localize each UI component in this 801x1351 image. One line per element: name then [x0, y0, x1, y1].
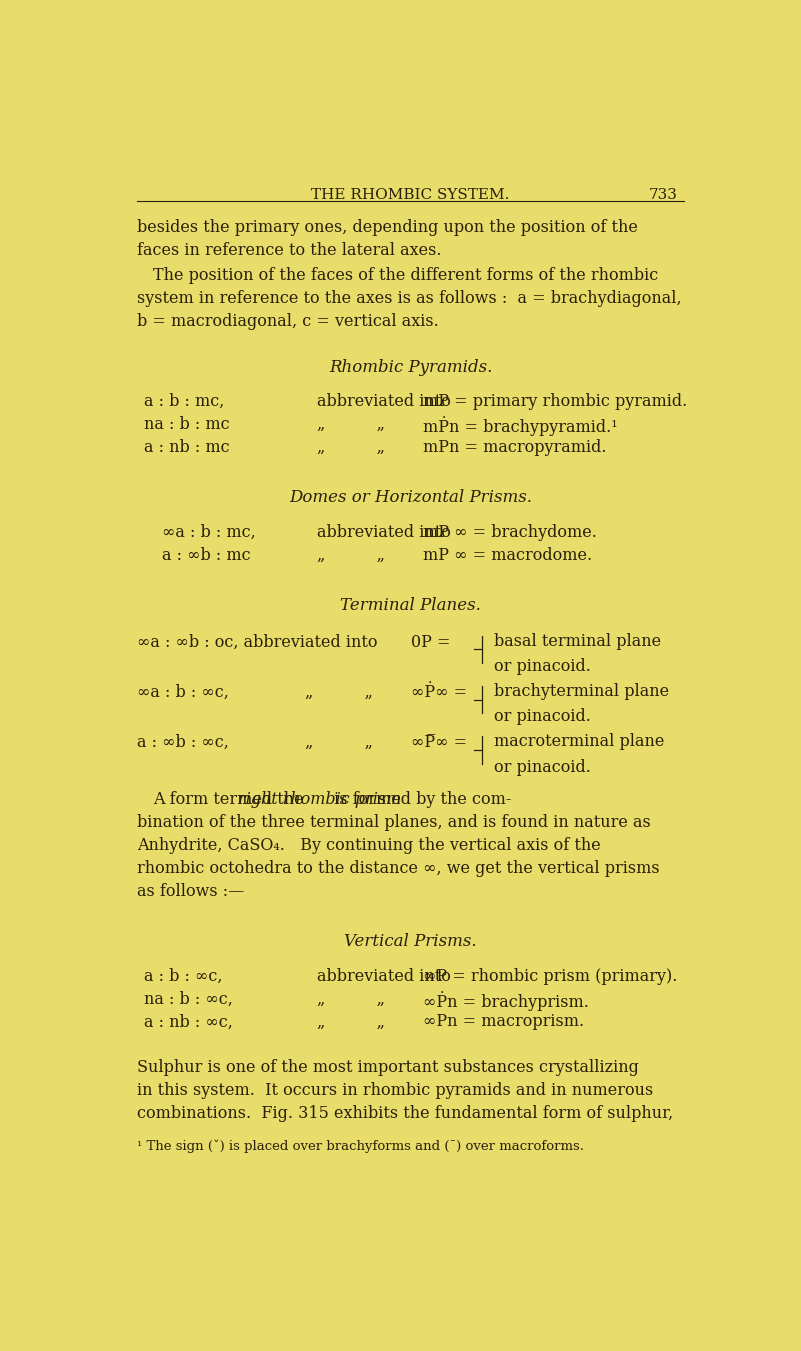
Text: rhombic octohedra to the distance ∞, we get the vertical prisms: rhombic octohedra to the distance ∞, we … [138, 861, 660, 877]
Text: Anhydrite, CaSO₄.   By continuing the vertical axis of the: Anhydrite, CaSO₄. By continuing the vert… [138, 838, 601, 854]
Text: „          „: „ „ [305, 684, 373, 701]
Text: a : b : mc,: a : b : mc, [143, 393, 224, 411]
Text: A form termed the: A form termed the [153, 792, 308, 808]
Text: a : ∞b : mc: a : ∞b : mc [162, 547, 251, 563]
Text: ∞P̅∞ =: ∞P̅∞ = [410, 735, 467, 751]
Text: or pinacoid.: or pinacoid. [494, 708, 591, 725]
Text: „          „: „ „ [317, 547, 385, 563]
Text: 0P =: 0P = [410, 634, 450, 651]
Text: or pinacoid.: or pinacoid. [494, 658, 591, 676]
Text: mṖn = brachypyramid.¹: mṖn = brachypyramid.¹ [423, 416, 618, 436]
Text: Vertical Prisms.: Vertical Prisms. [344, 934, 477, 950]
Text: a : b : ∞c,: a : b : ∞c, [143, 967, 222, 985]
Text: a : ∞b : ∞c,: a : ∞b : ∞c, [138, 735, 229, 751]
Text: right rhombic prism: right rhombic prism [238, 792, 401, 808]
Text: besides the primary ones, depending upon the position of the: besides the primary ones, depending upon… [138, 219, 638, 236]
Text: is formed by the com-: is formed by the com- [328, 792, 511, 808]
Text: ∞Ṗn = brachyprism.: ∞Ṗn = brachyprism. [423, 990, 589, 1011]
Text: ∞a : ∞b : oc, abbreviated into: ∞a : ∞b : oc, abbreviated into [138, 634, 378, 651]
Text: „          „: „ „ [317, 416, 385, 434]
Text: Sulphur is one of the most important substances crystallizing: Sulphur is one of the most important sub… [138, 1059, 639, 1077]
Text: „          „: „ „ [317, 439, 385, 457]
Text: na : b : mc: na : b : mc [143, 416, 229, 434]
Text: Domes or Horizontal Prisms.: Domes or Horizontal Prisms. [289, 489, 532, 507]
Text: system in reference to the axes is as follows :  a = brachydiagonal,: system in reference to the axes is as fo… [138, 290, 682, 307]
Text: „          „: „ „ [305, 735, 373, 751]
Text: „          „: „ „ [317, 990, 385, 1008]
Text: ∞a : b : mc,: ∞a : b : mc, [162, 524, 256, 540]
Text: ∞Ṗ∞ =: ∞Ṗ∞ = [410, 684, 467, 701]
Text: abbreviated into: abbreviated into [317, 524, 451, 540]
Text: ¹ The sign (ˇ) is placed over brachyforms and (ˉ) over macroforms.: ¹ The sign (ˇ) is placed over brachyform… [138, 1139, 585, 1152]
Text: brachyterminal plane: brachyterminal plane [494, 682, 670, 700]
Text: bination of the three terminal planes, and is found in nature as: bination of the three terminal planes, a… [138, 815, 651, 831]
Text: combinations.  Fig. 315 exhibits the fundamental form of sulphur,: combinations. Fig. 315 exhibits the fund… [138, 1105, 674, 1123]
Text: a : nb : ∞c,: a : nb : ∞c, [143, 1013, 232, 1031]
Text: ∞Pn = macroprism.: ∞Pn = macroprism. [423, 1013, 584, 1031]
Text: basal terminal plane: basal terminal plane [494, 632, 662, 650]
Text: THE RHOMBIC SYSTEM.: THE RHOMBIC SYSTEM. [312, 188, 509, 203]
Text: „          „: „ „ [317, 1013, 385, 1031]
Text: faces in reference to the lateral axes.: faces in reference to the lateral axes. [138, 242, 442, 259]
Text: The position of the faces of the different forms of the rhombic: The position of the faces of the differe… [153, 267, 658, 285]
Text: mP ∞ = brachydome.: mP ∞ = brachydome. [423, 524, 597, 540]
Text: mP ∞ = macrodome.: mP ∞ = macrodome. [423, 547, 592, 563]
Text: as follows :—: as follows :— [138, 884, 244, 900]
Text: 733: 733 [649, 188, 678, 203]
Text: b = macrodiagonal, c = vertical axis.: b = macrodiagonal, c = vertical axis. [138, 313, 439, 330]
Text: mP = primary rhombic pyramid.: mP = primary rhombic pyramid. [423, 393, 687, 411]
Text: Terminal Planes.: Terminal Planes. [340, 597, 481, 613]
Text: na : b : ∞c,: na : b : ∞c, [143, 990, 232, 1008]
Text: ∞a : b : ∞c,: ∞a : b : ∞c, [138, 684, 229, 701]
Text: or pinacoid.: or pinacoid. [494, 759, 591, 775]
Text: ∞P = rhombic prism (primary).: ∞P = rhombic prism (primary). [423, 967, 678, 985]
Text: in this system.  It occurs in rhombic pyramids and in numerous: in this system. It occurs in rhombic pyr… [138, 1082, 654, 1100]
Text: abbreviated into: abbreviated into [317, 967, 451, 985]
Text: a : nb : mc: a : nb : mc [143, 439, 229, 457]
Text: abbreviated into: abbreviated into [317, 393, 451, 411]
Text: macroterminal plane: macroterminal plane [494, 734, 665, 750]
Text: mPn = macropyramid.: mPn = macropyramid. [423, 439, 606, 457]
Text: Rhombic Pyramids.: Rhombic Pyramids. [329, 359, 492, 376]
